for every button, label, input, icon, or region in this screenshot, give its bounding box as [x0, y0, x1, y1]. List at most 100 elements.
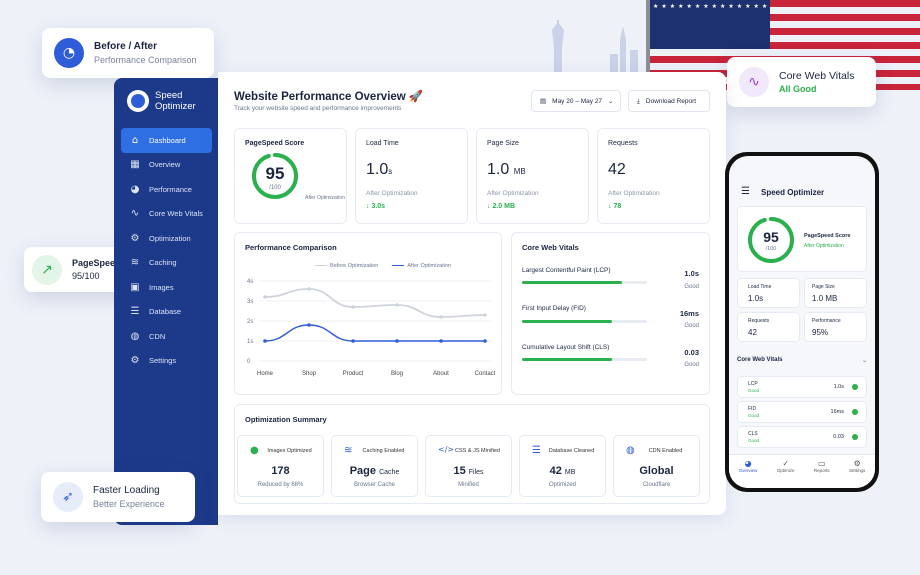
date-range-picker[interactable]: ▤ May 20 – May 27 ⌄ [531, 90, 621, 112]
phone-cwv-name: CLS [748, 431, 758, 437]
phone-cwv-header[interactable]: Core Web Vitals ⌄ [737, 357, 867, 364]
phone-title: Speed Optimizer [761, 188, 825, 197]
phone-stat-value: 1.0 MB [812, 294, 838, 303]
kpi-label: Requests [608, 140, 638, 147]
sidebar-item-cdn[interactable]: ◍ CDN [121, 324, 212, 349]
settings-icon: ⚙ [130, 355, 140, 367]
kpi-label: PageSpeed Score [245, 140, 305, 147]
tab-reports[interactable]: ▭ Reports [813, 459, 830, 473]
phone-score-out-of: /100 [765, 246, 777, 252]
phone-score-card: 95 /100 PageSpeed Score After Optimizati… [737, 206, 867, 272]
download-label: Download Report [645, 97, 697, 105]
sidebar-item-performance[interactable]: ◕ Performance [121, 177, 212, 202]
phone-cwv-status: Good [748, 413, 760, 418]
phone-cwv-name: FID [748, 406, 757, 412]
summary-sub: Reduced by 68% [257, 482, 304, 488]
before-point [483, 313, 487, 317]
database-icon: ☰ [130, 306, 140, 318]
core-web-vitals-badge: ∿ Core Web Vitals All Good [727, 57, 876, 107]
sidebar-item-database[interactable]: ☰ Database [121, 300, 212, 325]
globe-icon: ◍ [626, 445, 635, 456]
trend-icon: ↗ [32, 254, 62, 285]
tab-optimize[interactable]: ✓ Optimize [776, 459, 795, 473]
cwv-fid-status: Good [684, 323, 699, 329]
badge-subtitle: 95/100 [72, 271, 100, 281]
speedometer-icon: ◔ [54, 38, 84, 68]
sidebar-item-overview[interactable]: ▦ Overview [121, 153, 212, 178]
summary-sub: Cloudflare [642, 482, 671, 488]
summary-label: Images Optimized [267, 448, 312, 454]
code-icon: </> [438, 445, 455, 454]
y-tick-label: 0 [247, 359, 251, 365]
performance-chart-card: Performance Comparison Before Optimizati… [234, 232, 502, 395]
status-dot-icon [852, 409, 858, 415]
phone-cwv-lcp: LCP Good 1.0s [737, 376, 867, 398]
phone-cwv-name: LCP [748, 381, 758, 387]
x-tick-label: Blog [391, 371, 403, 377]
phone-score-sub: After Optimization [804, 243, 844, 249]
after-point [483, 339, 487, 343]
summary-label: CDN Enabled [648, 448, 683, 454]
summary-value: 178 [271, 465, 290, 477]
after-point [263, 339, 267, 343]
phone-screen: ☰ Speed Optimizer 95 /100 PageSpeed Scor… [729, 156, 875, 488]
phone-stat-load-time: Load Time 1.0s [737, 278, 800, 308]
sidebar-item-optimization[interactable]: ⚙ Optimization [121, 226, 212, 251]
y-tick-label: 2s [247, 319, 253, 325]
before-point [351, 305, 355, 309]
phone-cwv-status: Good [748, 438, 760, 443]
summary-value: 42 MB [549, 465, 576, 477]
kpi-after: After Optimization [487, 190, 539, 197]
cwv-cls-name: Cumulative Layout Shift (CLS) [522, 344, 610, 351]
chevron-down-icon: ⌄ [608, 98, 614, 105]
download-report-button[interactable]: ⤓ Download Report [628, 90, 710, 112]
cwv-lcp-name: Largest Contentful Paint (LCP) [522, 267, 611, 274]
after-point [307, 323, 311, 327]
badge-title: Before / After [94, 40, 157, 52]
sidebar-item-core-web-vitals[interactable]: ∿ Core Web Vitals [121, 202, 212, 227]
grid-icon: ▦ [130, 159, 140, 171]
cwv-cls-bar [522, 358, 647, 361]
phone-tabbar: ◕ Overview ✓ Optimize ▭ Reports ⚙ Settings [729, 454, 875, 488]
sidebar-item-label: Optimization [149, 233, 191, 243]
phone-cwv-title: Core Web Vitals [737, 357, 783, 363]
database-icon: ☰ [532, 445, 541, 456]
page-size-card: Page Size 1.0 MB After Optimization ↓ 2.… [476, 128, 589, 224]
summary-label: Database Cleaned [548, 448, 595, 454]
pulse-icon: ∿ [739, 67, 769, 97]
sidebar-item-caching[interactable]: ≋ Caching [121, 251, 212, 276]
phone-stat-label: Performance [812, 318, 841, 324]
menu-icon[interactable]: ☰ [741, 186, 750, 197]
x-tick-label: Product [343, 371, 364, 377]
badge-title: Faster Loading [93, 484, 160, 496]
page-subtitle: Track your website speed and performance… [234, 105, 402, 112]
tab-overview[interactable]: ◕ Overview [738, 459, 758, 473]
date-range-label: May 20 – May 27 [552, 97, 603, 105]
image-icon: ▣ [130, 281, 140, 293]
sidebar-item-dashboard[interactable]: ⌂ Dashboard [121, 128, 212, 153]
brand: Speed Optimizer [127, 90, 205, 112]
sidebar-item-settings[interactable]: ⚙ Settings [121, 349, 212, 374]
tab-settings[interactable]: ⚙ Settings [849, 459, 866, 473]
after-point [439, 339, 443, 343]
layers-icon: ≋ [344, 445, 353, 456]
kpi-delta: ↓ 2.0 MB [487, 203, 516, 210]
phone-stat-value: 95% [812, 328, 829, 337]
sidebar-item-images[interactable]: ▣ Images [121, 275, 212, 300]
badge-subtitle: Performance Comparison [94, 54, 197, 65]
phone-stat-requests: Requests 42 [737, 312, 800, 342]
badge-title: PageSpeed Score [72, 258, 149, 268]
phone-cwv-fid: FID Good 16ms [737, 401, 867, 423]
kpi-label: Load Time [366, 140, 399, 147]
phone-cwv-value: 1.0s [833, 384, 844, 390]
before-point [439, 315, 443, 319]
kpi-value: 42 [608, 161, 626, 178]
kpi-delta: ↓ 78 [608, 203, 622, 210]
calendar-icon: ▤ [540, 97, 547, 105]
kpi-after: After Optimization [366, 190, 418, 197]
phone-cwv-cls: CLS Good 0.03 [737, 426, 867, 448]
logo-icon [127, 90, 149, 112]
core-web-vitals-card: Core Web Vitals Largest Contentful Paint… [511, 232, 710, 395]
summary-cdn: ◍ CDN Enabled Global Cloudflare [613, 435, 700, 497]
cwv-fid-name: First Input Delay (FID) [522, 305, 586, 312]
